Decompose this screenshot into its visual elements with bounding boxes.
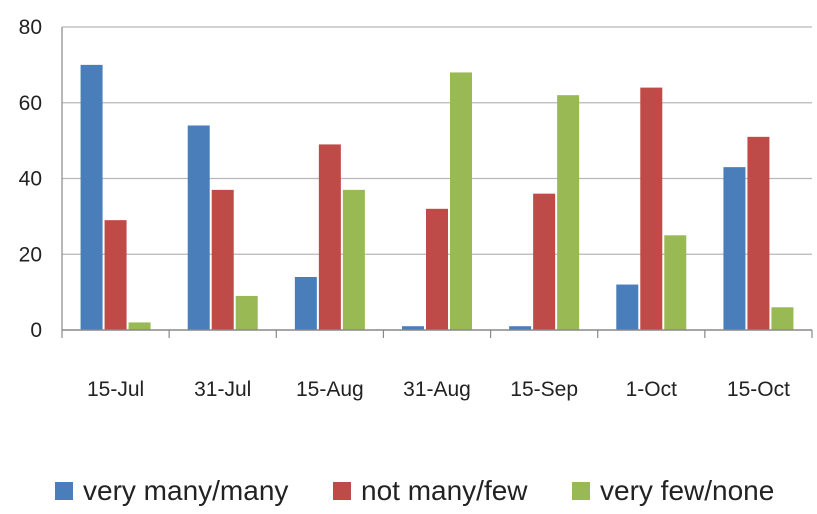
x-tick-label: 31-Jul [194,378,251,401]
x-tick-label: 15-Aug [296,378,364,401]
bar-not-many-few-1-oct [640,87,663,330]
legend-label: not many/few [361,475,528,506]
bar-not-many-few-15-aug [318,144,341,330]
x-axis: 15-Jul 31-Jul 15-Aug 31-Aug 15-Sep 1-Oct 15-Oc… [61,329,813,401]
bar-very-few-none-31-aug [450,72,472,330]
bar-very-few-none-15-jul [128,322,151,330]
bar-very-many-many-15-oct [723,167,746,330]
bar-very-few-none-31-jul [235,295,258,330]
bar-very-few-none-1-oct [664,235,687,330]
legend-label: very few/none [600,475,774,506]
legend-label: very many/many [83,475,288,506]
bar-not-many-few-15-oct [747,136,770,330]
bar-very-few-none-15-sep [557,95,580,330]
y-axis: 0 20 40 60 80 [19,16,63,342]
bar-very-many-many-15-aug [294,276,317,330]
y-tick-label: 80 [19,16,42,39]
legend-swatch [55,482,73,500]
x-tick-label: 15-Oct [727,378,790,401]
y-tick-label: 40 [19,168,42,191]
bar-not-many-few-31-jul [211,189,234,330]
x-tick-label: 31-Aug [403,378,471,401]
x-tick-label: 15-Jul [87,378,144,401]
bar-very-many-many-1-oct [616,284,639,330]
y-tick-label: 20 [19,243,42,266]
bar-very-few-none-15-aug [342,189,365,330]
bar-not-many-few-15-sep [533,193,556,330]
y-tick-label: 60 [19,92,42,115]
legend: very many/many not many/few very few/none [55,475,774,506]
x-tick-label: 1-Oct [626,378,678,401]
x-tick-label: 15-Sep [510,378,578,401]
bar-very-many-many-31-aug [402,326,424,330]
bars [80,64,794,330]
bar-very-many-many-15-jul [80,64,103,330]
bar-not-many-few-15-jul [104,220,127,330]
legend-swatch [333,482,351,500]
legend-swatch [572,482,590,500]
bar-very-few-none-15-oct [771,307,794,330]
bar-very-many-many-31-jul [187,125,210,330]
y-tick-label: 0 [30,319,42,342]
bar-not-many-few-31-aug [426,208,448,330]
bar-very-many-many-15-sep [509,326,532,330]
